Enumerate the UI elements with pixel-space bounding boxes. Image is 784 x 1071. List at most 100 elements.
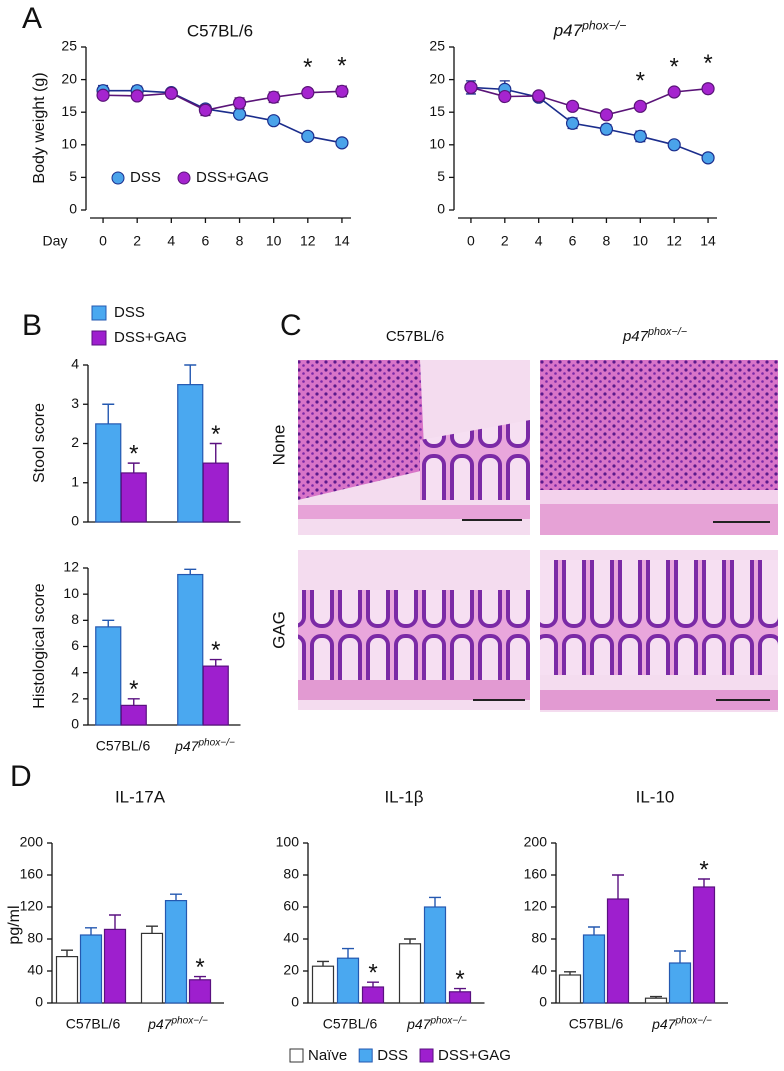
- legend-swatch: [419, 1048, 434, 1063]
- error-bar: [61, 949, 73, 957]
- error-bar: [170, 893, 182, 901]
- error-bar: [184, 364, 197, 385]
- bar: [692, 886, 716, 1004]
- y-tick-label: 60: [283, 898, 299, 914]
- significance-mark: *: [703, 50, 712, 77]
- data-point: [701, 151, 715, 165]
- error-bar: [367, 981, 379, 987]
- y-tick-label: 100: [276, 834, 300, 850]
- panel-label: D: [10, 760, 32, 793]
- x-axis-title: Day: [43, 233, 68, 249]
- x-tick-label: 12: [300, 233, 316, 249]
- bar: [79, 934, 103, 1004]
- error-bar: [674, 950, 686, 963]
- legend-marker: [111, 171, 125, 185]
- x-tick-label: 8: [236, 233, 244, 249]
- y-axis-title: pg/ml: [6, 905, 23, 944]
- bar: [606, 898, 630, 1004]
- bar: [177, 384, 204, 523]
- bar: [336, 957, 360, 1004]
- x-tick-label: C57BL/6: [66, 1016, 121, 1032]
- x-tick-label: 0: [467, 233, 475, 249]
- y-tick-label: 20: [61, 70, 77, 86]
- data-point: [464, 80, 478, 95]
- legend-label: DSS+GAG: [114, 329, 187, 346]
- x-tick-label: 6: [202, 233, 210, 249]
- y-tick-label: 6: [71, 637, 79, 653]
- error-bar: [209, 442, 222, 464]
- data-point: [96, 88, 110, 102]
- error-bar: [209, 658, 222, 667]
- x-tick-label: 14: [334, 233, 350, 249]
- legend-label: DSS: [130, 169, 161, 186]
- error-bar: [85, 927, 97, 935]
- y-axis-title: Stool score: [31, 403, 48, 483]
- y-tick-label: 10: [61, 136, 77, 152]
- y-tick-label: 80: [27, 930, 43, 946]
- error-bar: [698, 878, 710, 887]
- significance-mark: *: [303, 54, 312, 81]
- y-tick-label: 25: [429, 38, 445, 54]
- data-point: [532, 89, 546, 103]
- significance-mark: *: [211, 637, 220, 664]
- legend-swatch: [358, 1048, 373, 1063]
- legend-marker: [177, 171, 191, 185]
- error-bar: [102, 403, 115, 424]
- histology-image: [298, 360, 530, 535]
- histology-image: [298, 550, 530, 710]
- bar: [644, 997, 668, 1004]
- y-tick-label: 20: [429, 70, 445, 86]
- significance-mark: *: [636, 68, 645, 95]
- chart-title: IL-17A: [115, 787, 166, 806]
- x-tick-label: 2: [501, 233, 509, 249]
- y-tick-label: 80: [531, 930, 547, 946]
- error-bar: [184, 568, 197, 575]
- data-point: [198, 103, 213, 117]
- x-tick-label: p47phox−/−: [406, 1015, 467, 1032]
- y-tick-label: 3: [71, 395, 79, 411]
- y-tick-label: 0: [71, 513, 79, 529]
- y-tick-label: 160: [20, 866, 44, 882]
- x-tick-label: p47phox−/−: [174, 737, 235, 754]
- y-tick-label: 40: [531, 962, 547, 978]
- panel-label: B: [22, 309, 42, 342]
- y-tick-label: 0: [71, 716, 79, 732]
- error-bar: [146, 925, 158, 934]
- y-tick-label: 20: [283, 962, 299, 978]
- x-tick-label: 2: [133, 233, 141, 249]
- y-axis-title: Histological score: [31, 583, 48, 708]
- y-tick-label: 40: [283, 930, 299, 946]
- legend-swatch: [91, 305, 107, 321]
- error-bar: [612, 874, 624, 899]
- error-bar: [102, 619, 115, 627]
- y-tick-label: 200: [524, 834, 548, 850]
- data-point: [667, 138, 681, 152]
- bar: [164, 899, 188, 1004]
- y-tick-label: 120: [524, 898, 548, 914]
- y-axis-title: Body weight (g): [31, 72, 48, 183]
- y-tick-label: 0: [539, 994, 547, 1010]
- bar: [55, 955, 79, 1004]
- bar: [120, 704, 147, 726]
- data-point: [232, 107, 247, 121]
- data-point: [599, 108, 614, 122]
- legend-swatch: [91, 330, 107, 346]
- bar: [423, 906, 447, 1004]
- error-bar: [317, 960, 329, 967]
- x-tick-label: C57BL/6: [569, 1016, 624, 1032]
- bar: [361, 986, 385, 1004]
- bar: [95, 423, 122, 523]
- column-label: C57BL/6: [386, 328, 444, 345]
- y-tick-label: 2: [71, 434, 79, 450]
- y-tick-label: 5: [437, 168, 445, 184]
- bar: [398, 943, 422, 1004]
- bar: [448, 991, 472, 1004]
- x-tick-label: 4: [167, 233, 175, 249]
- y-tick-label: 5: [69, 168, 77, 184]
- significance-mark: *: [455, 966, 464, 993]
- error-bar: [109, 914, 121, 930]
- y-tick-label: 10: [63, 585, 79, 601]
- y-tick-label: 120: [20, 898, 44, 914]
- data-point: [267, 114, 281, 128]
